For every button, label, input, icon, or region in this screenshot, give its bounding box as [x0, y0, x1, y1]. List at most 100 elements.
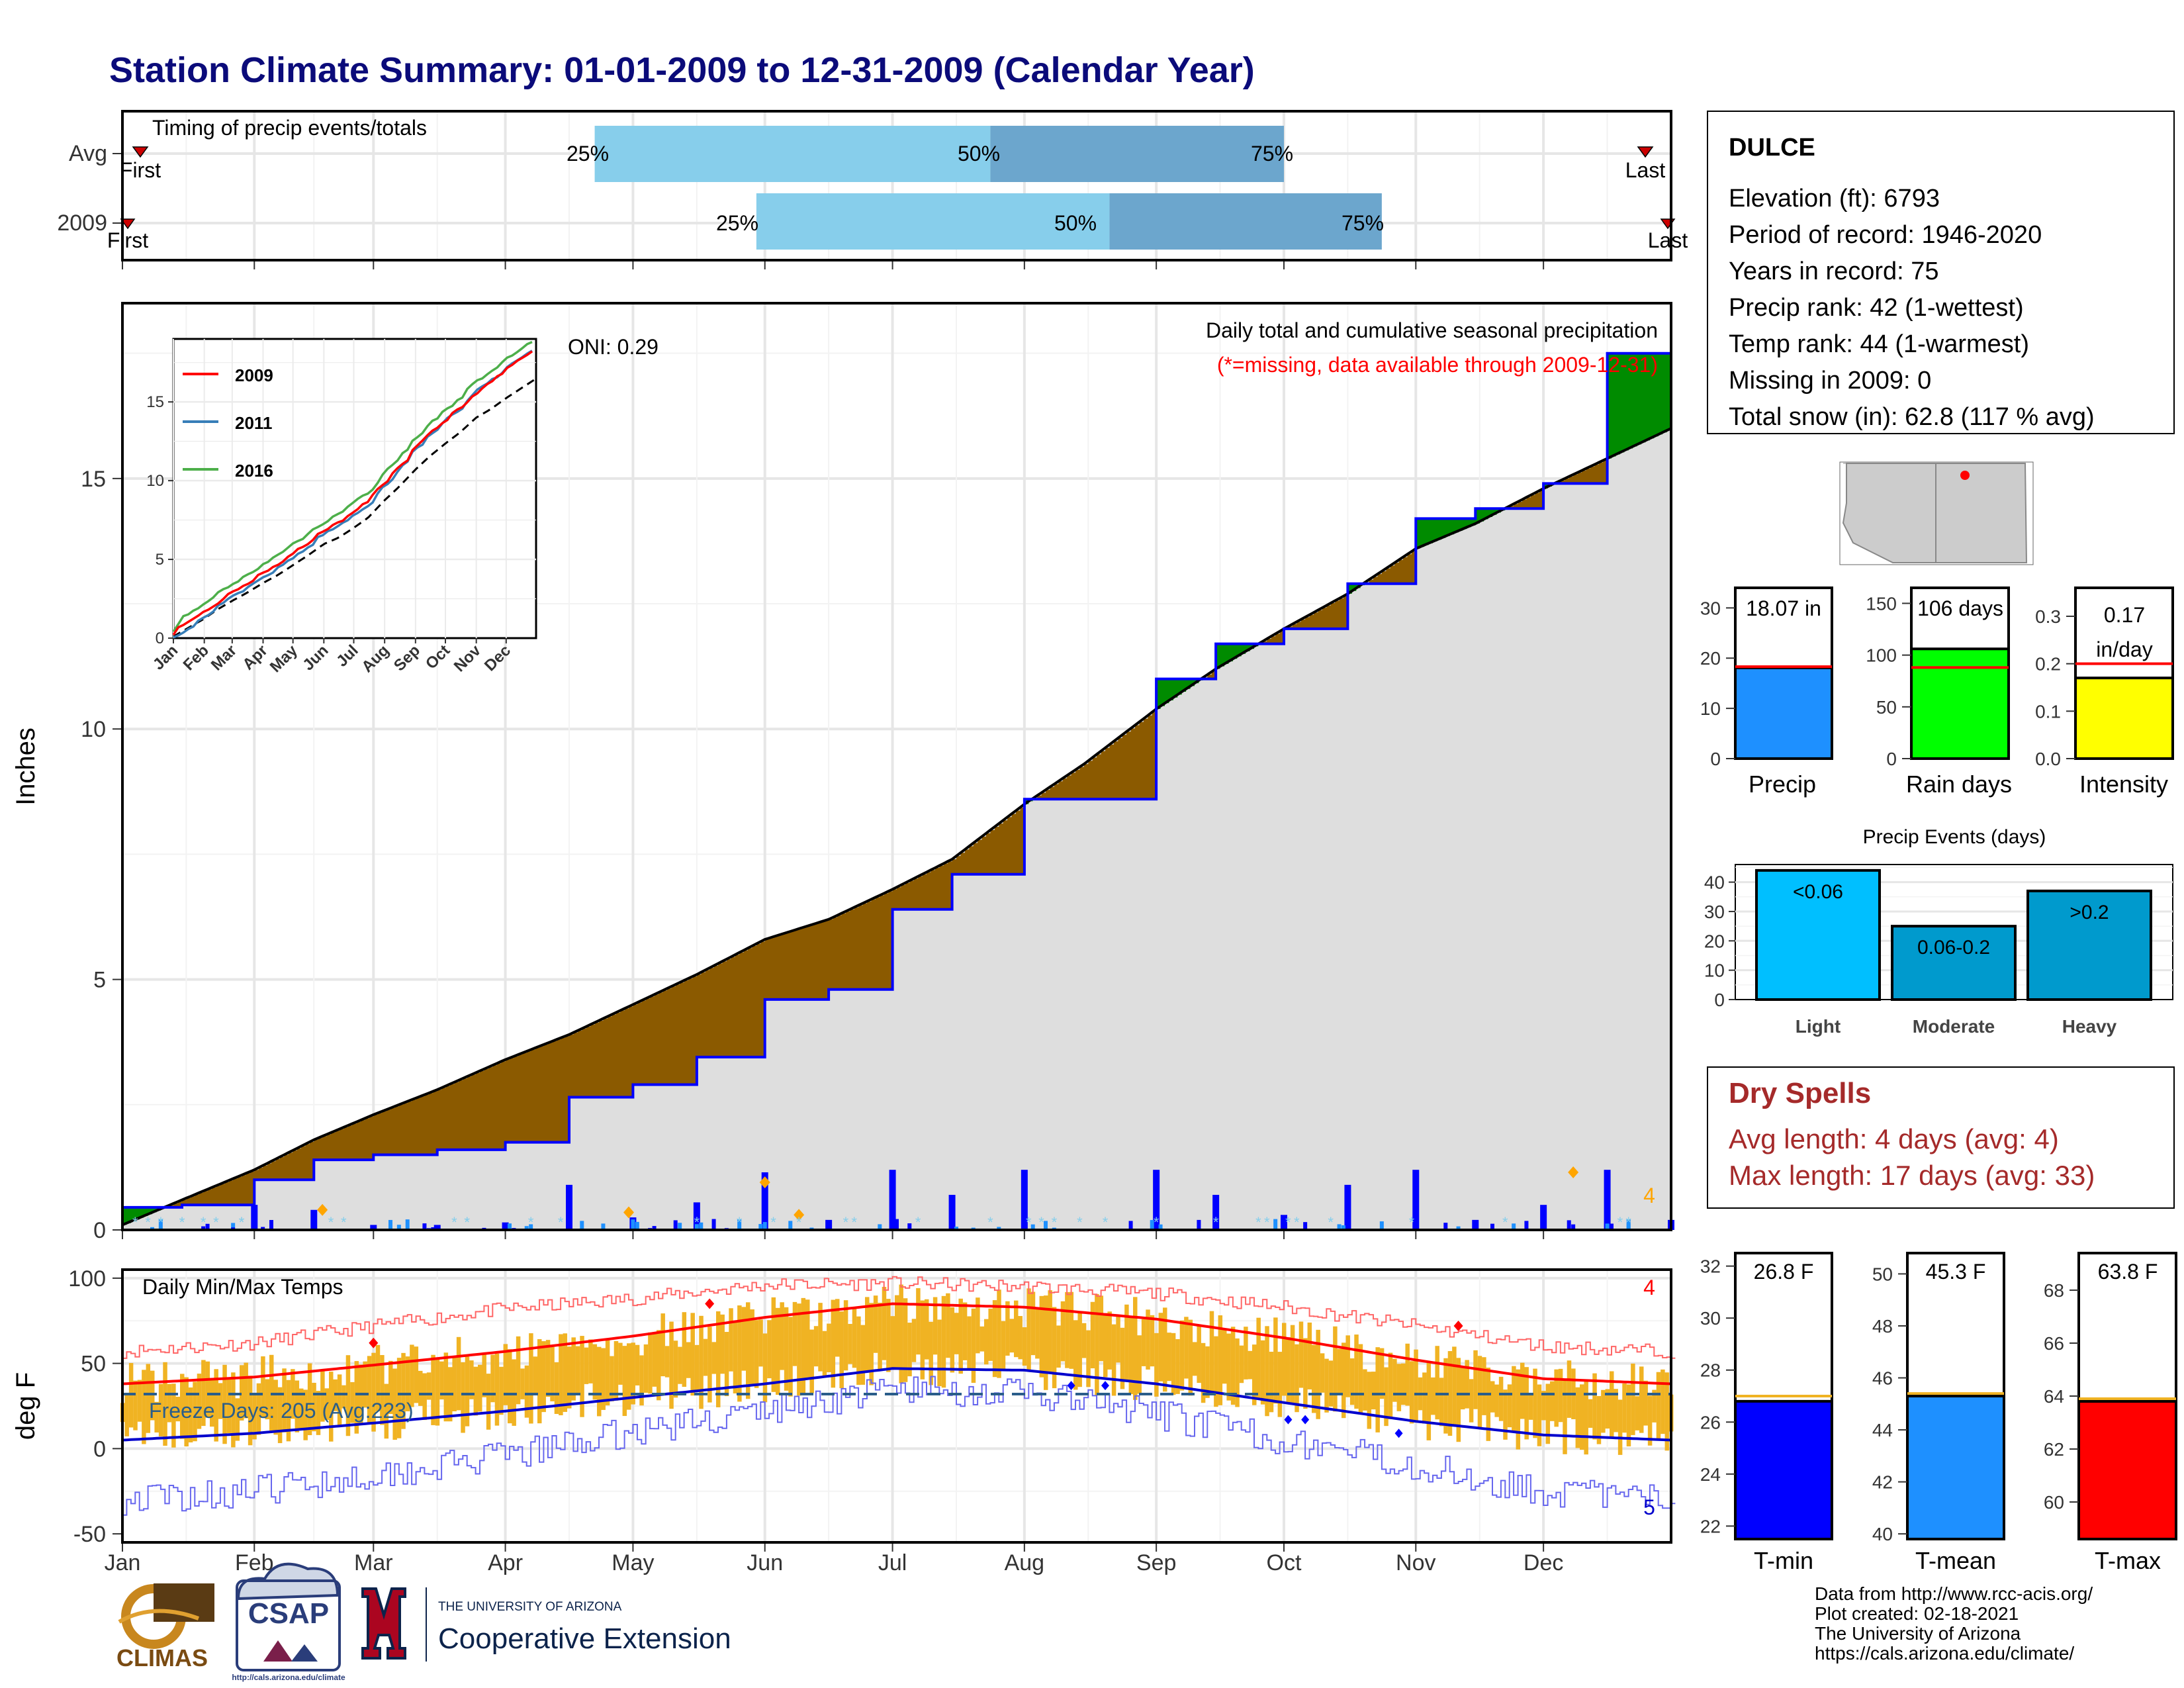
daily-temp-bar [1635, 1396, 1640, 1430]
daily-temp-bar [920, 1300, 925, 1380]
inset-series-line [172, 350, 533, 636]
daily-temp-bar [673, 1340, 678, 1398]
precip-y-tick-label: 15 [81, 467, 106, 492]
daily-temp-bar [860, 1325, 866, 1385]
daily-temp-bar [997, 1289, 1001, 1378]
daily-temp-bar [848, 1323, 852, 1364]
daily-temp-bar [1558, 1368, 1563, 1423]
daily-temp-bar [1044, 1295, 1048, 1390]
daily-temp-bar [827, 1323, 831, 1372]
daily-temp-bar [703, 1338, 708, 1376]
daily-temp-bar [1235, 1338, 1240, 1407]
daily-temp-bar [1473, 1350, 1478, 1409]
daily-temp-bar [273, 1380, 278, 1435]
daily-temp-bar [1214, 1336, 1218, 1407]
daily-temp-bar [767, 1320, 772, 1379]
events-tick-label: 20 [1704, 931, 1725, 951]
precip-panel: * ** **** * ** * *** ** ** ** ** * ** ** ** ** * ** ** ** * *… [11, 302, 1674, 1243]
events-bar-value: <0.06 [1793, 881, 1843, 903]
climas-logo: CLIMAS [116, 1583, 214, 1671]
tmin-value: 26.8 F [1754, 1260, 1814, 1284]
daily-temp-bar [256, 1383, 261, 1435]
daily-temp-bar [1154, 1333, 1159, 1397]
daily-temp-bar [801, 1297, 806, 1395]
daily-temp-bar [873, 1295, 878, 1353]
daily-temp-bar [1384, 1367, 1388, 1427]
daily-precip-bar [1021, 1170, 1028, 1230]
daily-temp-bar [146, 1364, 151, 1433]
temp-y-tick-label: 0 [93, 1436, 106, 1462]
daily-temp-bar [180, 1374, 185, 1439]
credit-plot-created: Plot created: 02-18-2021 [1815, 1603, 2019, 1624]
daily-temp-bar [1141, 1319, 1146, 1366]
daily-temp-bar [1128, 1317, 1134, 1395]
daily-temp-bar [1269, 1352, 1274, 1413]
daily-precip-bar [1443, 1223, 1448, 1230]
daily-temp-bar [235, 1398, 240, 1441]
temp-y-label: deg F [11, 1372, 40, 1440]
daily-temp-bar [414, 1346, 419, 1403]
inset-legend: 2009 2011 2016 [183, 365, 273, 481]
daily-temp-bar [1601, 1389, 1606, 1433]
daily-precip-bar [954, 1227, 958, 1230]
daily-temp-bar [529, 1333, 533, 1424]
mini-precip-value: 18.07 in [1746, 596, 1821, 620]
temp-summary-bar [1734, 1399, 1833, 1540]
events-bar-value: 0.06-0.2 [1917, 937, 1990, 959]
daily-temp-bar [699, 1315, 704, 1409]
daily-temp-bar [643, 1344, 649, 1393]
daily-temp-bar [1520, 1362, 1525, 1419]
daily-temp-bar [605, 1338, 610, 1406]
events-light-label: Light [1796, 1016, 1841, 1037]
daily-temp-bar [1337, 1348, 1342, 1395]
mini-precip-label: Precip [1749, 771, 1816, 798]
trace-marker: * [1026, 1214, 1032, 1231]
daily-temp-bar [571, 1337, 576, 1401]
daily-temp-bar [962, 1302, 968, 1360]
daily-temp-bar [1401, 1363, 1406, 1405]
daily-temp-bar [431, 1354, 435, 1425]
daily-temp-bar [1328, 1360, 1334, 1407]
daily-temp-bar [776, 1307, 780, 1395]
daily-precip-bar [431, 1227, 435, 1230]
trace-marker: * [213, 1214, 219, 1231]
mini-bar-tick-label: 100 [1866, 645, 1897, 666]
dry-spells-title: Dry Spells [1729, 1077, 1871, 1109]
daily-temp-bar [1048, 1290, 1052, 1372]
2009-first-label: First [107, 228, 148, 252]
daily-precip-bar [269, 1220, 273, 1230]
daily-precip-bar [580, 1221, 584, 1230]
daily-temp-bar [1664, 1372, 1670, 1451]
trace-marker: * [915, 1214, 921, 1231]
mini-bar [1910, 647, 2010, 760]
daily-temp-bar [494, 1353, 500, 1426]
temp-summary-tick-label: 48 [1872, 1316, 1893, 1336]
precip-y-tick-label: 5 [93, 968, 106, 993]
2009-first-marker [120, 218, 136, 230]
daily-temp-bar [337, 1374, 342, 1428]
mini-intensity-label: Intensity [2079, 771, 2168, 798]
daily-temp-bar [843, 1300, 848, 1371]
daily-temp-bar [805, 1299, 810, 1379]
daily-temp-bar [1226, 1333, 1231, 1401]
daily-temp-bar [592, 1344, 598, 1400]
daily-temp-bar [1073, 1320, 1078, 1390]
daily-temp-bar [1252, 1344, 1257, 1405]
mini-bar [1734, 666, 1833, 761]
mini-bar-tick-label: 0.1 [2035, 701, 2061, 722]
daily-temp-bar [899, 1284, 903, 1383]
events-heavy-label: Heavy [2062, 1016, 2117, 1037]
daily-temp-bar [541, 1341, 546, 1413]
daily-temp-bar [154, 1401, 159, 1433]
daily-precip-bar [1540, 1205, 1547, 1230]
daily-temp-bar [461, 1362, 465, 1433]
daily-temp-bar [933, 1297, 938, 1355]
month-axis: Jan Feb Mar Apr May Jun Jul Aug Sep Oct Nov Dec [105, 1550, 1564, 1575]
daily-temp-bar [375, 1344, 381, 1412]
month-label: Mar [354, 1550, 393, 1575]
daily-temp-bar [277, 1387, 283, 1444]
month-label: Sep [1136, 1550, 1177, 1575]
credit-url: https://cals.arizona.edu/climate/ [1815, 1643, 2074, 1664]
precip-y-tick-label: 10 [81, 717, 106, 742]
